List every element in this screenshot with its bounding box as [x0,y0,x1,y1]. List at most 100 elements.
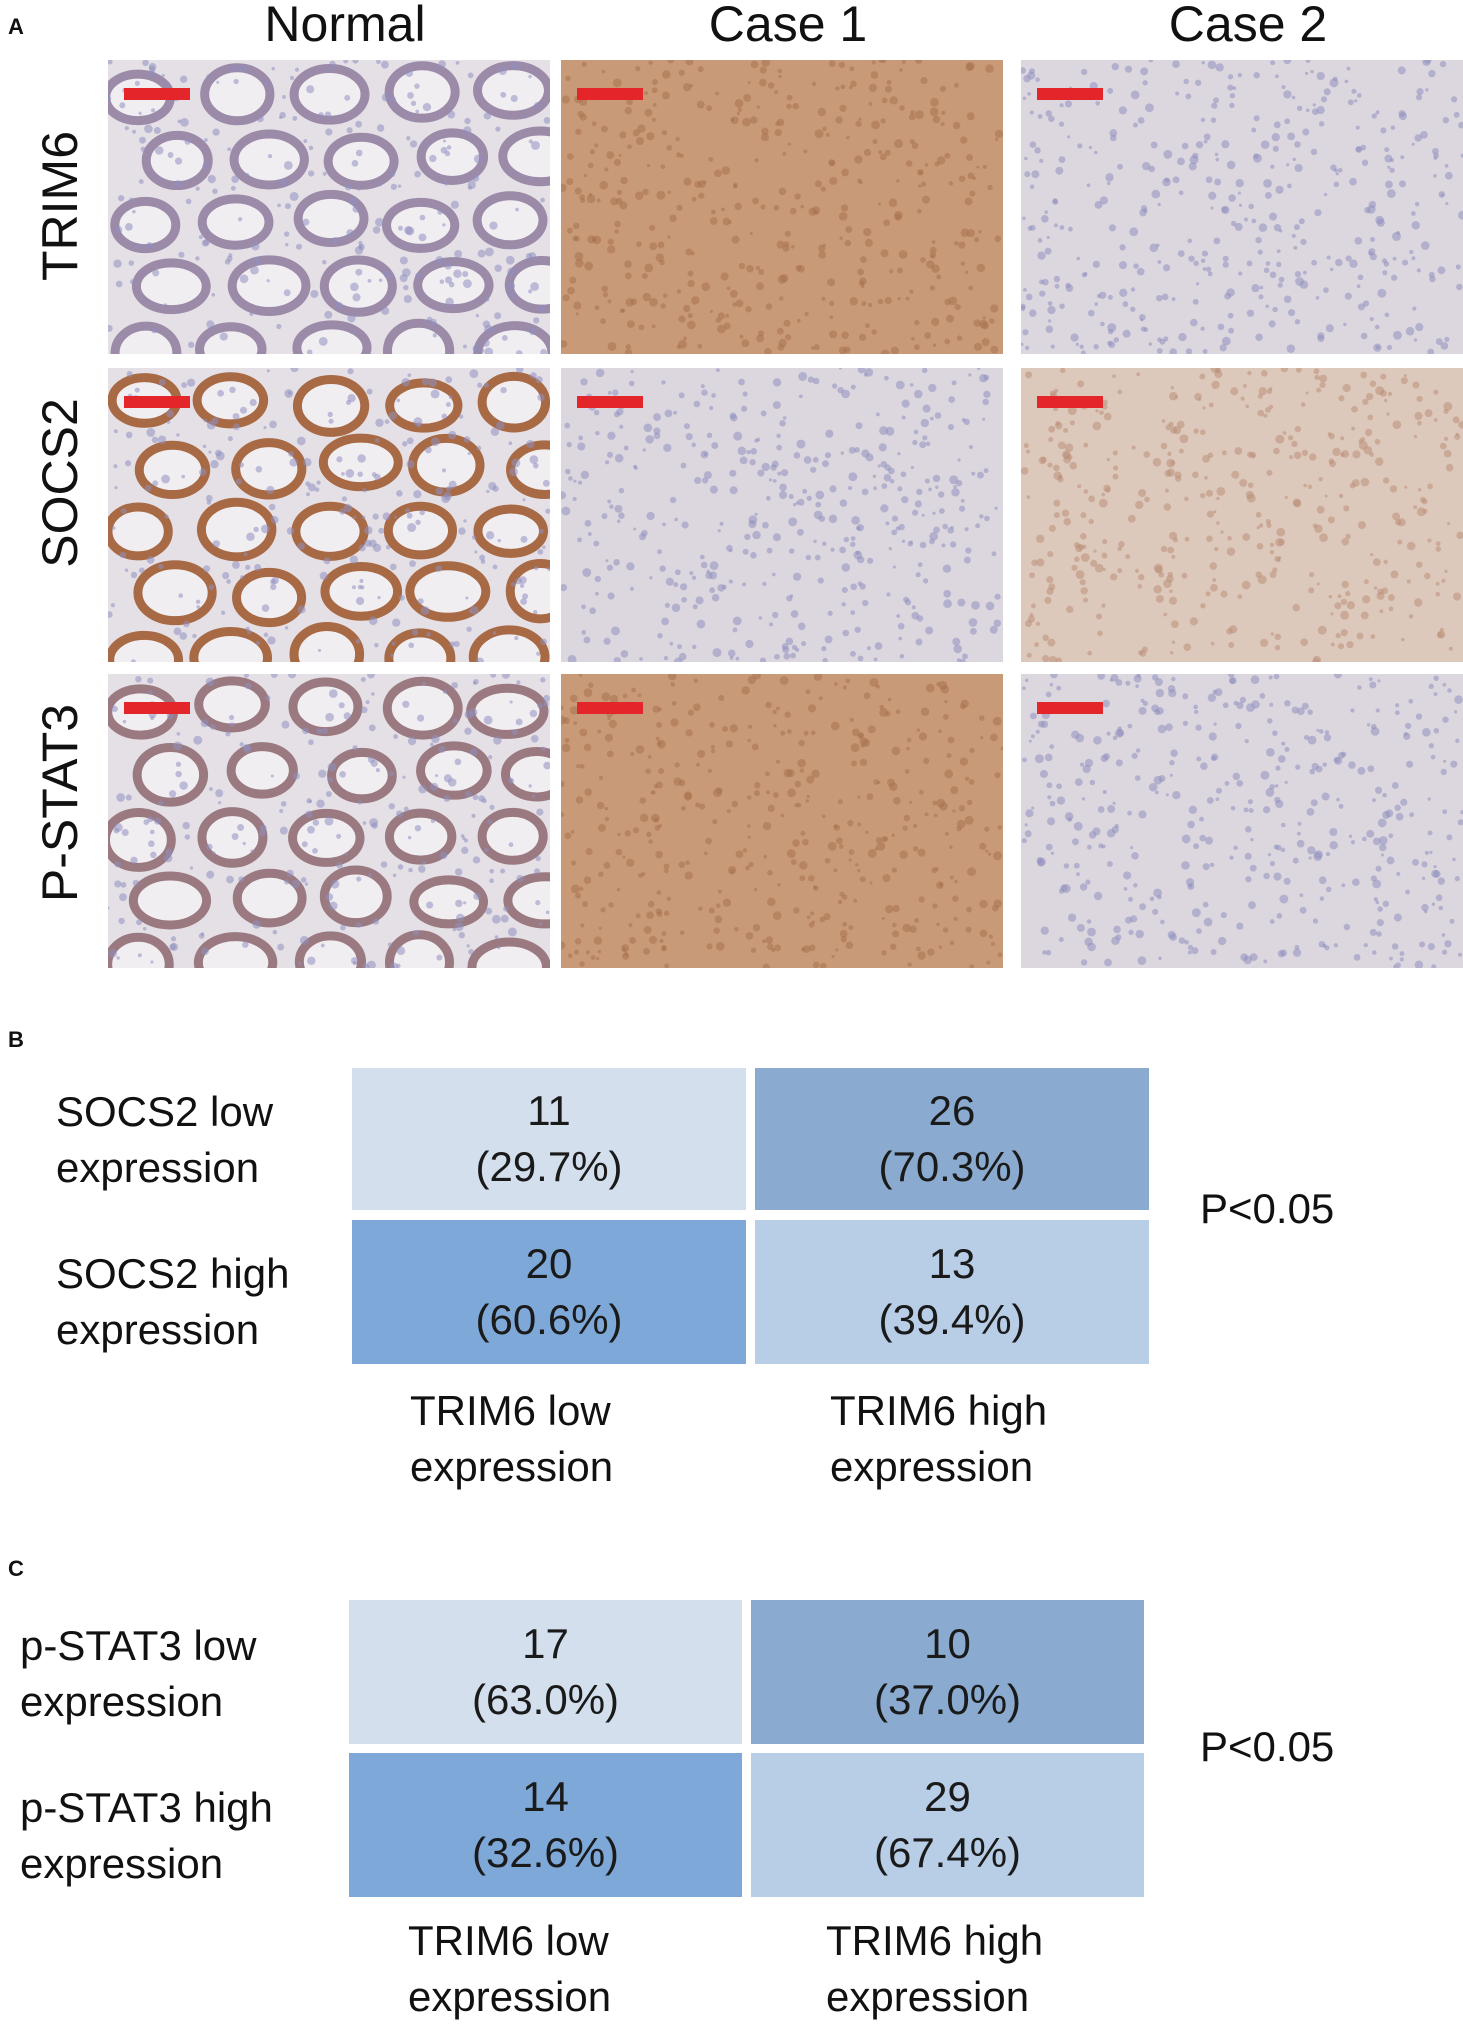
cell-nucleus [277,943,285,951]
cell-nucleus [206,320,215,329]
cell-nucleus [173,627,182,636]
cell-nucleus [848,85,853,90]
cell-nucleus [260,524,270,534]
gland-crypt [194,676,270,733]
cell-nucleus [1433,692,1438,697]
cell-nucleus [1346,601,1355,610]
gland-crypt [227,255,311,316]
cell-nucleus [1357,766,1366,775]
cell-nucleus [1260,140,1270,149]
cell-nucleus [709,485,718,494]
cell-nucleus [1217,323,1225,331]
cell-nucleus [286,527,295,535]
cell-nucleus [859,758,868,767]
cell-nucleus [1421,903,1429,912]
cell-nucleus [872,474,877,479]
cell-nucleus [789,594,794,598]
cell-nucleus [850,384,856,390]
cell-nucleus [1427,830,1433,836]
cell-nucleus [896,179,900,183]
cell-nucleus [1276,261,1282,268]
cell-nucleus [1103,412,1112,421]
cell-nucleus [316,480,321,485]
cell-nucleus [641,272,648,280]
cell-nucleus [841,563,851,572]
cell-nucleus [798,739,805,747]
gland-crypt [409,875,489,929]
cell-nucleus [1416,561,1423,568]
cell-nucleus [569,276,577,284]
cell-nucleus [1443,409,1449,415]
tissue-background [1021,674,1463,968]
cell-nucleus [1181,142,1189,150]
cell-nucleus [1063,863,1070,869]
cell-nucleus [1230,387,1239,396]
cell-nucleus [382,512,391,521]
cell-nucleus [878,60,884,63]
cell-nucleus [762,821,772,831]
cell-nucleus [259,829,266,837]
cell-nucleus [1445,201,1449,206]
cell-nucleus [542,479,550,487]
cell-nucleus [766,897,776,907]
cell-nucleus [793,503,797,507]
cell-nucleus [828,159,836,167]
cell-nucleus [1297,821,1302,826]
cell-nucleus [390,96,397,103]
cell-nucleus [1175,91,1180,96]
cell-nucleus [1251,218,1257,224]
cell-nucleus [150,960,154,964]
cell-nucleus [1148,342,1153,346]
cell-nucleus [167,152,174,158]
cell-nucleus [1284,118,1291,125]
cell-nucleus [701,389,708,396]
cell-nucleus [184,138,191,145]
cell-nucleus [1122,301,1129,308]
cell-nucleus [1392,420,1402,430]
cell-nucleus [511,458,521,468]
cell-nucleus [582,901,589,908]
cell-nucleus [414,83,420,89]
cell-nucleus [284,879,290,885]
cell-nucleus [442,223,446,227]
cell-nucleus [858,117,862,121]
cell-nucleus [1455,264,1461,270]
cell-nucleus [917,562,923,568]
cell-nucleus [888,198,898,207]
cell-nucleus [725,740,734,748]
cell-nucleus [500,914,509,923]
cell-nucleus [1299,893,1304,898]
cell-nucleus [1134,568,1140,573]
cell-nucleus [1431,869,1440,878]
cell-nucleus [352,745,358,751]
cell-nucleus [1315,765,1323,773]
cell-nucleus [953,644,962,654]
cell-nucleus [360,706,368,714]
cell-nucleus [631,687,637,693]
cell-nucleus [821,814,826,819]
cell-nucleus [660,164,666,170]
cell-nucleus [243,552,248,557]
cell-nucleus [413,929,419,936]
cell-nucleus [1433,418,1438,422]
cell-nucleus [118,917,125,925]
cell-nucleus [1344,79,1349,84]
cell-nucleus [479,554,486,561]
cell-nucleus [1164,488,1169,493]
cell-nucleus [595,430,600,436]
cell-nucleus [803,730,809,736]
gland-crypt [505,558,550,624]
cell-nucleus [1080,68,1088,76]
cell-nucleus [425,143,430,148]
cell-nucleus [887,778,896,787]
cell-nucleus [691,196,697,202]
cell-nucleus [1363,942,1368,948]
cell-nucleus [1280,847,1286,853]
cell-nucleus [1192,471,1199,479]
cell-nucleus [1330,267,1334,272]
cell-nucleus [1263,267,1270,274]
cell-nucleus [531,794,535,798]
cell-nucleus [356,596,365,606]
cell-nucleus [1246,309,1255,317]
cell-nucleus [1108,341,1116,349]
